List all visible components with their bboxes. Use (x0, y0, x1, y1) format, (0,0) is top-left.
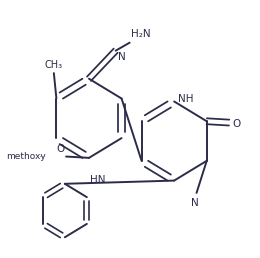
Text: O: O (57, 144, 65, 154)
Text: methoxy: methoxy (40, 156, 46, 157)
Text: H₂N: H₂N (131, 29, 151, 39)
Text: N: N (118, 52, 126, 62)
Text: NH: NH (178, 94, 193, 104)
Text: methoxy: methoxy (6, 152, 46, 161)
Text: N: N (191, 198, 199, 208)
Text: O: O (232, 119, 240, 129)
Text: CH₃: CH₃ (45, 60, 63, 70)
Text: HN: HN (90, 174, 106, 184)
